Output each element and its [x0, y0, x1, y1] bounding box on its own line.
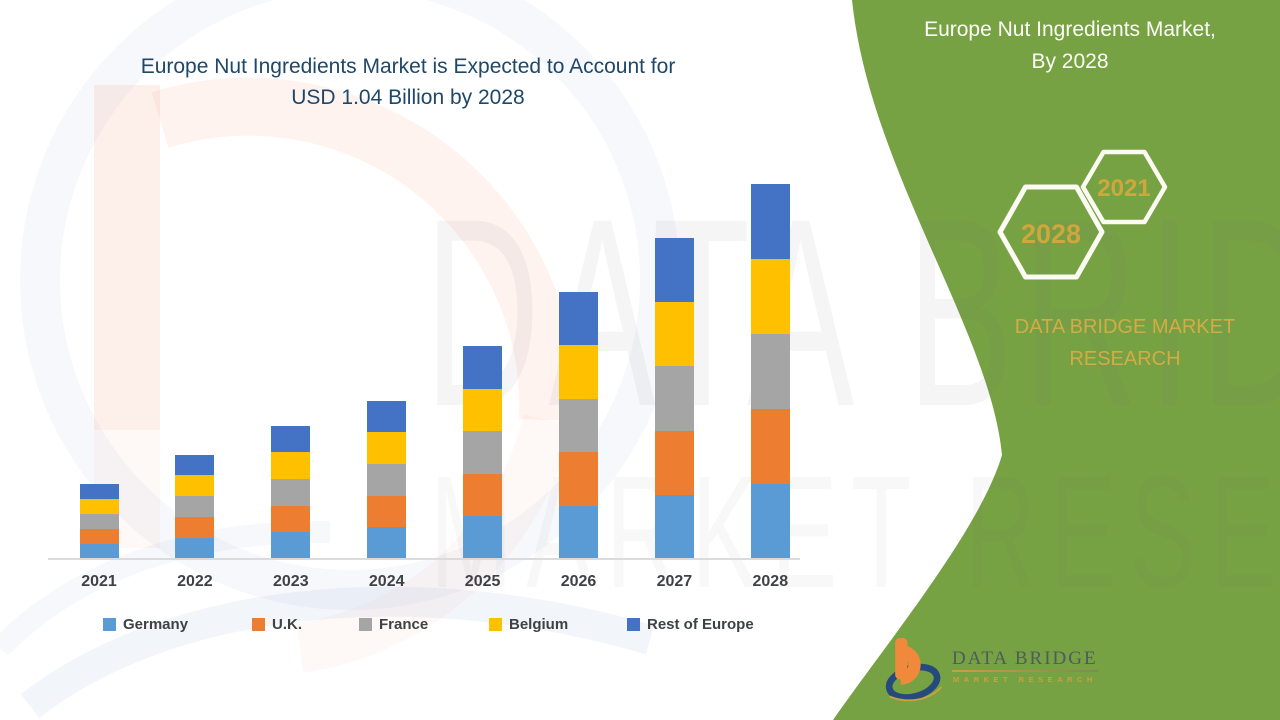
bar-segment-belgium	[750, 259, 790, 334]
bar-segment-belgium	[367, 432, 407, 464]
bar-segment-u-k-	[367, 495, 407, 528]
logo-b-bowl	[900, 644, 921, 685]
legend-marker	[103, 618, 116, 631]
bar-segment-germany	[271, 532, 311, 559]
footer-logo-name: DATA BRIDGE	[952, 648, 1098, 669]
brand-text-line1: DATA BRIDGE MARKET	[1014, 316, 1236, 338]
bar-segment-belgium	[559, 345, 598, 399]
chart-title: Europe Nut Ingredients Market is Expecte…	[58, 51, 758, 113]
stacked-bar-2026	[559, 292, 598, 559]
bar-segment-u-k-	[175, 517, 215, 539]
bar-segment-u-k-	[654, 430, 694, 495]
legend-item-u-k-: U.K.	[252, 616, 302, 633]
x-axis-label-2025: 2025	[464, 573, 501, 590]
right-panel-title: Europe Nut Ingredients Market, By 2028	[905, 14, 1235, 78]
bar-segment-rest-of-europe	[175, 454, 215, 476]
bar-segment-rest-of-europe	[559, 292, 598, 346]
x-axis-label-2027: 2027	[656, 573, 693, 590]
chart-title-line2: USD 1.04 Billion by 2028	[291, 86, 525, 109]
stacked-bar-2023	[271, 425, 311, 559]
bar-segment-u-k-	[559, 452, 598, 506]
legend-label: Belgium	[509, 616, 569, 633]
bar-segment-germany	[79, 543, 119, 559]
watermark-logo-bowl-lower	[296, 414, 573, 673]
bar-segment-france	[79, 513, 119, 529]
green-panel-shape	[833, 0, 1280, 720]
legend-label: U.K.	[272, 616, 302, 633]
bar-segment-belgium	[79, 498, 119, 514]
bar-segment-france	[175, 496, 215, 518]
x-axis-line	[48, 558, 800, 560]
x-axis-label-2023: 2023	[273, 573, 309, 590]
legend-marker	[359, 618, 372, 631]
bar-segment-germany	[463, 516, 503, 559]
x-axis-label-2028: 2028	[752, 573, 789, 590]
legend-marker	[627, 618, 640, 631]
plot-area	[60, 175, 805, 559]
bar-segment-germany	[175, 538, 215, 559]
bar-segment-belgium	[175, 475, 215, 497]
legend-item-germany: Germany	[103, 616, 188, 633]
stacked-bar-2028	[750, 184, 790, 559]
bar-segment-rest-of-europe	[271, 425, 311, 453]
footer-logo: DATA BRIDGE MARKET RESEARCH	[882, 632, 1122, 704]
bar-segment-germany	[559, 505, 598, 559]
legend-label: Germany	[123, 616, 189, 633]
bar-segment-france	[559, 398, 598, 453]
bar-segment-france	[750, 334, 790, 409]
bar-segment-rest-of-europe	[79, 483, 119, 499]
x-axis-label-2024: 2024	[368, 573, 405, 590]
legend-item-rest-of-europe: Rest of Europe	[627, 616, 754, 633]
bar-segment-france	[654, 366, 694, 431]
right-panel-title-line1: Europe Nut Ingredients Market,	[924, 18, 1216, 41]
legend-label: Rest of Europe	[647, 616, 754, 633]
stacked-bar-2025	[463, 346, 503, 559]
bar-segment-belgium	[463, 388, 503, 432]
chart-legend: Germany U.K. France Belgium Rest of Europe	[0, 616, 820, 640]
brand-text: DATA BRIDGE MARKET RESEARCH	[965, 311, 1280, 375]
bar-segment-belgium	[654, 302, 694, 367]
bar-segment-germany	[367, 527, 407, 559]
brand-text-line2: RESEARCH	[1069, 348, 1181, 370]
footer-logo-underline	[952, 670, 1098, 672]
x-axis-label-2022: 2022	[177, 573, 213, 590]
bar-segment-rest-of-europe	[367, 400, 407, 433]
watermark-logo-bowl	[151, 77, 578, 422]
chart-title-line1: Europe Nut Ingredients Market is Expecte…	[140, 55, 676, 78]
legend-item-belgium: Belgium	[489, 616, 568, 633]
stacked-bar-2021	[79, 483, 119, 559]
bar-segment-u-k-	[750, 409, 790, 484]
bar-segment-rest-of-europe	[654, 238, 694, 303]
stacked-bar-2027	[654, 238, 694, 559]
bar-segment-u-k-	[463, 473, 503, 517]
x-axis-label-2026: 2026	[560, 573, 597, 590]
x-axis-label-2021: 2021	[81, 573, 117, 590]
bar-segment-germany	[654, 494, 694, 559]
legend-marker	[252, 618, 265, 631]
data-bridge-logo-icon	[885, 637, 943, 702]
footer-logo-subtitle: MARKET RESEARCH	[953, 675, 1097, 684]
watermark-swoosh-1	[20, 586, 655, 718]
bar-segment-u-k-	[271, 505, 311, 533]
stacked-bar-2022	[175, 454, 215, 559]
bar-segment-france	[271, 478, 311, 506]
stacked-bar-2024	[367, 400, 407, 559]
legend-item-france: France	[359, 616, 428, 633]
bar-segment-france	[463, 431, 503, 474]
bar-segment-rest-of-europe	[750, 184, 790, 259]
bar-segment-u-k-	[79, 528, 119, 544]
logo-gold-arc	[889, 686, 943, 702]
bar-segment-france	[367, 463, 407, 496]
bar-segment-germany	[750, 484, 790, 559]
legend-label: France	[379, 616, 429, 633]
bar-segment-rest-of-europe	[463, 346, 503, 389]
right-panel-title-line2: By 2028	[1031, 50, 1109, 73]
legend-marker	[489, 618, 502, 631]
bar-segment-belgium	[271, 452, 311, 479]
